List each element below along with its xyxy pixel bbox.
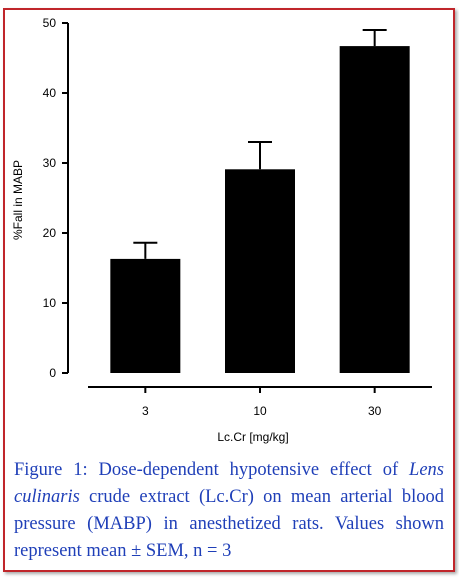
bar bbox=[110, 258, 181, 373]
caption-text: crude extract (Lc.Cr) on mean arterial b… bbox=[14, 487, 444, 561]
y-axis-label: %Fall in MABP bbox=[11, 160, 25, 240]
y-tick-label: 30 bbox=[43, 156, 57, 170]
bar bbox=[339, 46, 410, 373]
caption-species: Lens culinaris bbox=[14, 460, 444, 507]
y-tick-label: 10 bbox=[43, 296, 57, 310]
y-tick-label: 0 bbox=[49, 366, 56, 380]
bar bbox=[225, 169, 295, 373]
error-bar bbox=[248, 141, 272, 170]
y-tick-label: 50 bbox=[43, 16, 57, 30]
error-bar bbox=[362, 29, 387, 47]
figure-frame bbox=[3, 8, 455, 572]
x-tick-label: 30 bbox=[368, 404, 382, 418]
y-tick-label: 20 bbox=[43, 226, 57, 240]
x-axis-label: Lc.Cr [mg/kg] bbox=[217, 430, 288, 444]
caption-text: Figure 1: Dose-dependent hypotensive eff… bbox=[14, 460, 410, 480]
x-tick-label: 3 bbox=[142, 404, 149, 418]
x-tick-label: 10 bbox=[253, 404, 267, 418]
figure-caption: Figure 1: Dose-dependent hypotensive eff… bbox=[14, 457, 444, 565]
y-tick-label: 40 bbox=[43, 86, 57, 100]
error-bar bbox=[133, 241, 158, 259]
